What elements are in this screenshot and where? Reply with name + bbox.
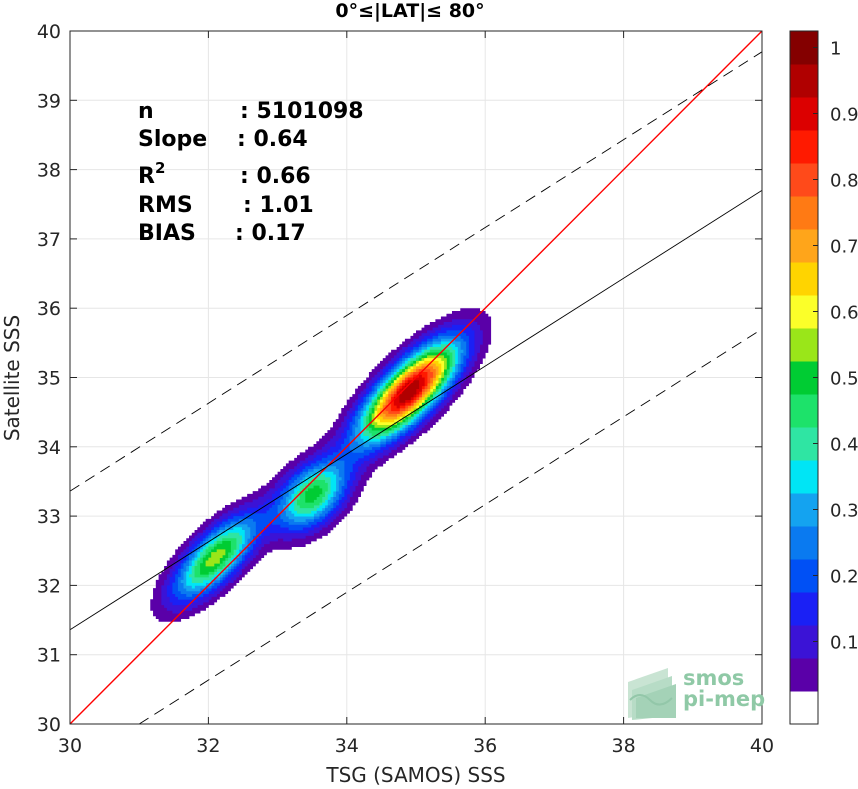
- stats-box: n : 5101098 Slope : 0.64 R2 : 0.66 RMS : 1.01 BI…: [138, 99, 364, 246]
- stat-label-bias: BIAS: [138, 221, 196, 246]
- y-tick-label: 37: [37, 229, 61, 251]
- x-tick-label: 30: [58, 735, 82, 757]
- colorbar-segment: [790, 196, 818, 230]
- x-tick-label: 34: [335, 735, 359, 757]
- y-tick-label: 35: [37, 368, 61, 390]
- colorbar-tick-label: 0.3: [830, 501, 858, 522]
- y-tick-label: 33: [37, 506, 61, 528]
- colorbar-tick-label: 0.2: [830, 567, 858, 588]
- colorbar-tick-label: 0.4: [830, 435, 858, 456]
- y-tick-label: 40: [37, 21, 61, 43]
- colorbar-segment: [790, 328, 818, 362]
- identity-line: [70, 31, 762, 724]
- x-tick-label: 38: [612, 735, 636, 757]
- colorbar-tick-label: 0.9: [830, 105, 858, 126]
- x-tick-label: 40: [750, 735, 774, 757]
- chart-title: 0°≤|LAT|≤ 80°: [335, 0, 484, 22]
- lower-bound-line: [138, 328, 762, 724]
- y-tick-label: 39: [37, 90, 61, 112]
- colorbar-segment: [790, 592, 818, 626]
- y-tick-label: 38: [37, 160, 61, 182]
- logo-text-line2: pi-mep: [683, 687, 765, 711]
- colorbar-tick-label: 1: [830, 39, 841, 60]
- grid: [70, 31, 762, 724]
- colorbar-segment: [790, 262, 818, 296]
- colorbar-segment: [790, 394, 818, 428]
- stat-label-n: n: [138, 99, 154, 124]
- y-tick-label: 36: [37, 298, 61, 320]
- colorbar-segment: [790, 130, 818, 164]
- colorbar-tick-label: 0.1: [830, 633, 858, 654]
- colorbar: 0.1 0.2 0.3 0.4 0.5 0.6 0.7 0.8 0.9 1: [789, 30, 858, 725]
- reference-lines: [70, 31, 762, 724]
- stat-label-rms: RMS: [138, 193, 193, 218]
- x-axis-title: TSG (SAMOS) SSS: [325, 763, 505, 787]
- y-tick-label: 31: [37, 645, 61, 667]
- x-tick-label: 36: [473, 735, 497, 757]
- stat-value: : 1.01: [243, 193, 314, 218]
- y-axis-title: Satellite SSS: [0, 315, 24, 441]
- y-tick-label: 32: [37, 575, 61, 597]
- stat-label-r: R2: [138, 159, 165, 189]
- colorbar-segment: [790, 64, 818, 98]
- smos-pi-mep-logo: smos pi-mep: [628, 666, 765, 720]
- regression-line: [70, 190, 762, 631]
- logo-graphic-icon: [628, 668, 676, 720]
- stat-value: : 0.64: [237, 127, 308, 152]
- logo-text-line1: smos: [683, 666, 744, 690]
- colorbar-segment: [790, 460, 818, 494]
- stat-label-superscript: 2: [155, 159, 165, 177]
- colorbar-tick-label: 0.8: [830, 171, 858, 192]
- stat-label-slope: Slope: [138, 127, 207, 152]
- upper-bound-line: [70, 51, 762, 492]
- colorbar-segment: [790, 526, 818, 560]
- y-tick-label: 34: [37, 437, 61, 459]
- colorbar-segment: [790, 691, 818, 725]
- axis-ticks: 30 32 34 36 38 40 30 31 32 33 34 35 36 37 38 39 40: [37, 21, 774, 757]
- density-level-0.95: [399, 380, 420, 403]
- x-tick-label: 32: [196, 735, 220, 757]
- stat-value: : 5101098: [240, 99, 364, 124]
- y-tick-label: 30: [37, 714, 61, 736]
- stat-value: : 0.66: [240, 164, 311, 189]
- colorbar-tick-label: 0.5: [830, 369, 858, 390]
- colorbar-tick-label: 0.7: [830, 237, 858, 258]
- stat-value: : 0.17: [235, 221, 306, 246]
- colorbar-tick-label: 0.6: [830, 303, 858, 324]
- colorbar-segment: [790, 658, 818, 692]
